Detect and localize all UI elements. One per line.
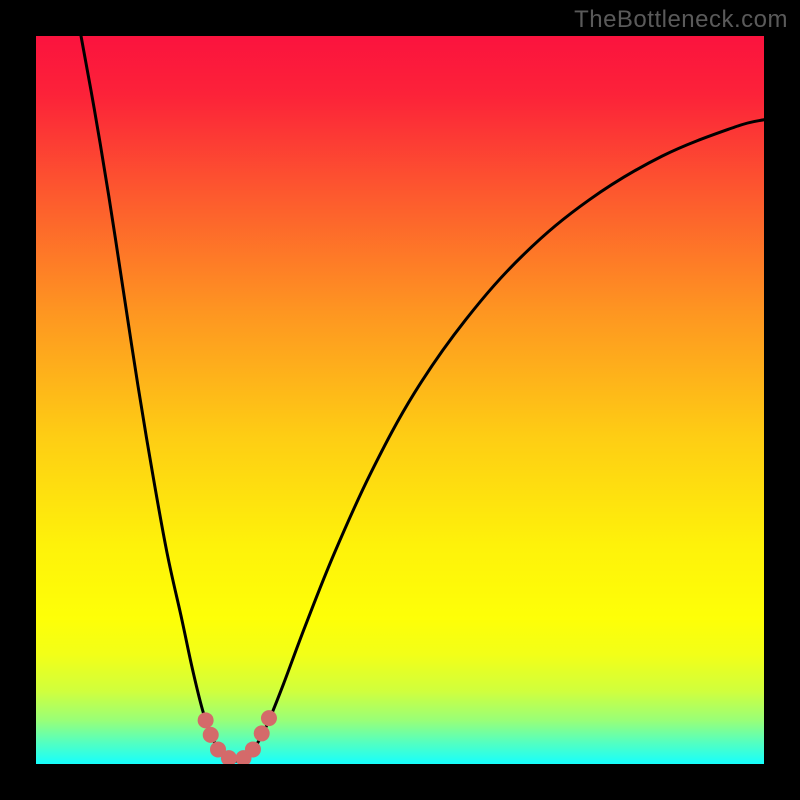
marker-point	[254, 725, 270, 741]
watermark-text: TheBottleneck.com	[574, 6, 788, 34]
chart-frame: TheBottleneck.com	[0, 0, 800, 800]
marker-point	[261, 710, 277, 726]
marker-point	[198, 712, 214, 728]
plot-background	[36, 36, 764, 764]
marker-point	[245, 741, 261, 757]
marker-point	[221, 750, 237, 766]
marker-point	[203, 727, 219, 743]
bottleneck-chart	[0, 0, 800, 800]
